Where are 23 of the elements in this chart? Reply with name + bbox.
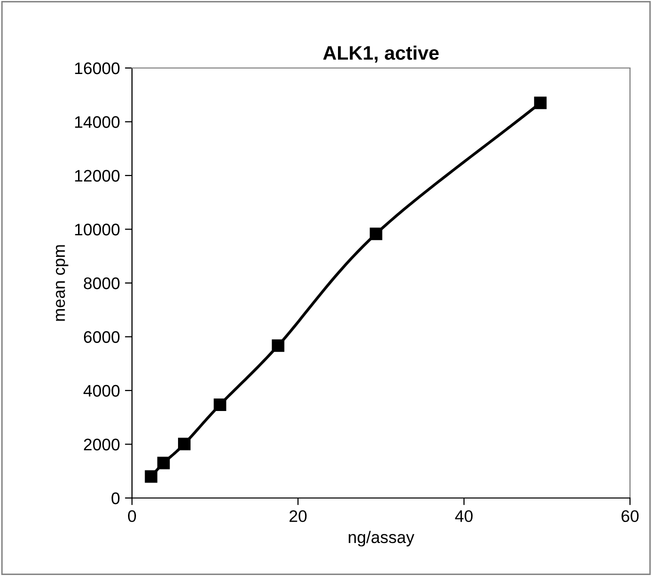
y-tick-label: 4000 [84, 384, 120, 397]
y-axis-title: mean cpm [56, 245, 68, 321]
x-tick-label: 40 [455, 510, 473, 522]
point [178, 438, 191, 450]
y-tick-label: 6000 [84, 331, 120, 343]
chart-title: ALK1, active [323, 46, 439, 63]
y-tick-label: 8000 [84, 277, 120, 290]
y-tick-label: 0 [112, 492, 120, 504]
point [214, 398, 226, 411]
y-tick-label: 14000 [75, 116, 120, 128]
x-tick-label: 60 [622, 510, 639, 522]
point [157, 456, 170, 470]
y-tick-label: 12000 [75, 170, 120, 182]
point [272, 339, 284, 352]
x-tick-label: 20 [290, 510, 307, 522]
y-tick-label: 16000 [75, 62, 120, 74]
x-axis-title: ng/assay [348, 530, 414, 546]
y-tick-label: 10000 [75, 224, 120, 236]
point [534, 96, 547, 110]
point [144, 470, 158, 483]
point [370, 228, 382, 240]
x-tick-label: 0 [128, 510, 136, 522]
y-tick-label: 2000 [84, 438, 120, 450]
